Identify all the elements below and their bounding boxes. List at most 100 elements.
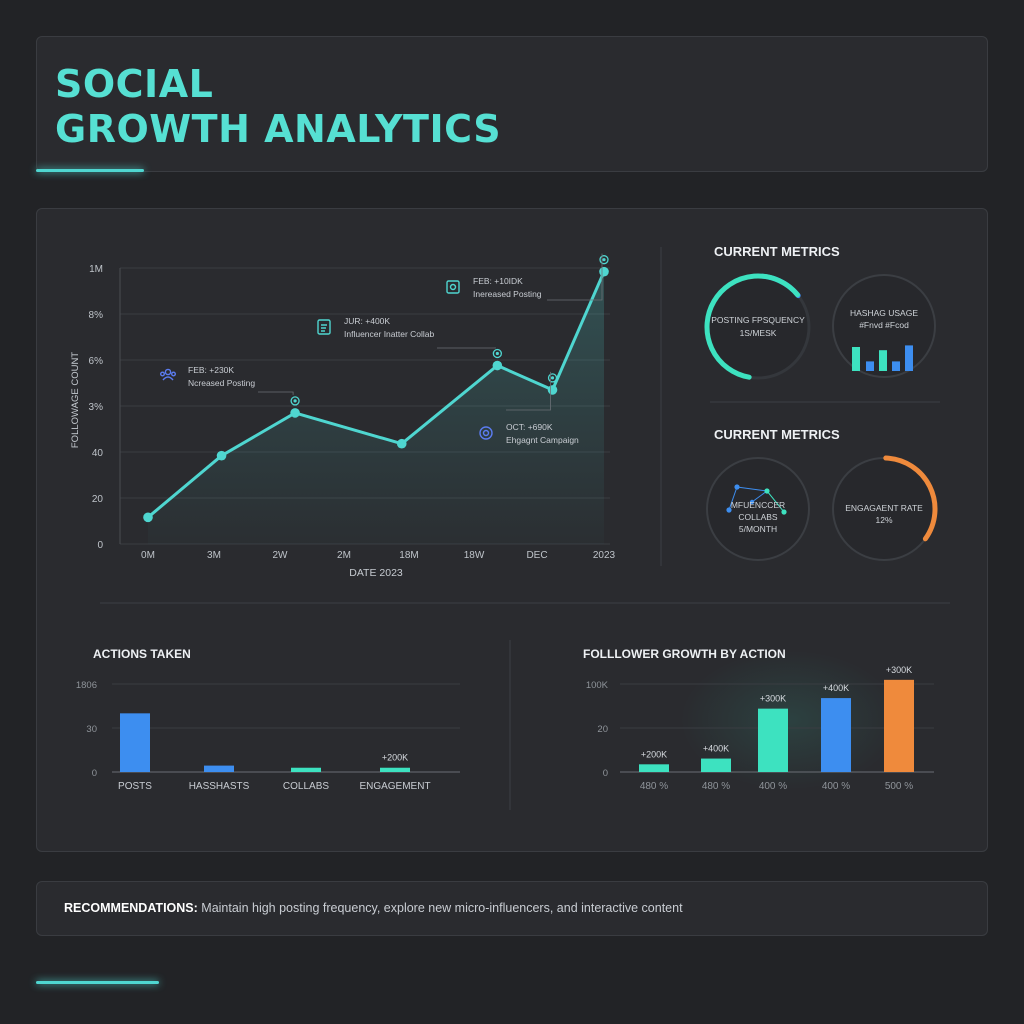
follower-line-chart: 0 20 40 3% 6% 8% 1M 0M 3M 2W 2M 18M 18W DEC 2023 DATE 2… [70, 253, 616, 579]
bar-chart-bar [701, 758, 731, 772]
line-chart-annotation-text: Inereased Posting [473, 289, 542, 299]
bar-chart-category: 480 % [640, 781, 668, 792]
line-chart-x-tick: 2023 [593, 550, 616, 561]
hashtag-mini-bar [892, 361, 900, 371]
bar-chart-category: 500 % [885, 781, 913, 792]
bar-chart-data-label: +400K [703, 744, 729, 754]
bar-chart-y-tick: 0 [603, 768, 608, 779]
bar-chart-category: COLLABS [283, 781, 329, 792]
line-chart-annotation-title: FEB: +10IDK [473, 276, 523, 286]
engagement-rate-gauge: ENGAGAENT RATE 12% [832, 455, 938, 561]
bar-chart-y-tick: 30 [86, 724, 97, 735]
growth-bar-chart: 0 20 100K 480 % +200K 480 % +400K 400 % +300K 400… [586, 665, 934, 792]
line-chart-y-tick: 6% [89, 356, 104, 367]
actions-bar-chart: 0 30 1806 POSTS HASSHASTS COLLABS ENGAGEMENT +2… [76, 680, 460, 792]
line-chart-y-tick: 8% [89, 310, 104, 321]
line-chart-x-label: DATE 2023 [349, 567, 403, 579]
hashtag-mini-bar [905, 345, 913, 371]
target-icon [479, 426, 493, 440]
actions-chart-title: ACTIONS TAKEN [93, 647, 191, 661]
engagement-value: 12% [875, 515, 892, 525]
bar-chart-data-label: +200K [641, 749, 667, 759]
recommendations-label: RECOMMENDATIONS: [64, 901, 198, 915]
line-chart-point [216, 450, 227, 461]
line-chart-x-tick: 18M [399, 550, 418, 561]
influencer-gauge-ring [706, 457, 810, 561]
line-chart-y-label: FOLLOWAGE COUNT [70, 352, 81, 448]
line-chart-x-tick: 2W [273, 550, 289, 561]
influencer-label: MFUENCCER [731, 500, 785, 510]
bar-chart-bar [120, 713, 150, 772]
line-chart-y-tick: 1M [89, 264, 103, 275]
line-chart-annotation-text: Ncreased Posting [188, 378, 255, 388]
line-chart-annotation-text: Influencer Inatter Collab [344, 329, 435, 339]
bar-chart-bar [758, 708, 788, 772]
line-chart-annotation-text: Ehgagnt Campaign [506, 435, 579, 445]
bar-chart-bar [821, 698, 851, 772]
line-chart-x-tick: 0M [141, 550, 155, 561]
hashtag-mini-bar [852, 347, 860, 371]
line-chart-annotation-title: JUR: +400K [344, 316, 390, 326]
line-chart-annotation-title: OCT: +690K [506, 422, 553, 432]
line-chart-y-tick: 3% [89, 402, 104, 413]
posting-label: POSTING FPSQUENCY [711, 315, 805, 325]
line-chart-y-tick: 40 [92, 448, 104, 459]
metrics-heading-bottom: CURRENT METRICS [714, 427, 840, 442]
posting-frequency-gauge: POSTING FPSQUENCY 1S/MESK [704, 273, 811, 380]
bar-chart-category: HASSHASTS [189, 781, 250, 792]
person-group-icon [159, 368, 176, 381]
line-chart-marker-glyph-dot [550, 376, 555, 380]
bar-chart-bar [884, 679, 914, 772]
line-chart-point [143, 512, 153, 523]
posting-gauge-arc-teal [704, 273, 801, 380]
title-line-2: GROWTH ANALYTICS [55, 107, 502, 151]
bar-chart-bar [291, 767, 321, 772]
network-icon [726, 484, 787, 515]
header-panel [36, 36, 988, 172]
header-accent-line [36, 169, 144, 172]
line-chart-x-tick: 3M [207, 550, 221, 561]
page-title: SOCIAL GROWTH ANALYTICS [55, 62, 501, 152]
bar-chart-y-tick: 20 [597, 724, 608, 735]
bar-chart-category: 400 % [822, 781, 850, 792]
line-chart-point [547, 385, 558, 395]
line-chart-y-tick: 20 [92, 494, 104, 505]
line-chart-point [599, 266, 609, 277]
line-chart-annotation-leader [258, 391, 294, 395]
line-chart-marker-glyph [290, 396, 300, 406]
line-chart-x-tick: 18W [464, 550, 485, 561]
line-chart-x-tick: DEC [526, 550, 547, 561]
document-icon [317, 319, 331, 335]
line-chart-point [396, 438, 407, 449]
influencer-value: 5/MONTH [739, 524, 777, 534]
influencer-label-2: COLLABS [738, 512, 778, 522]
engagement-gauge-arc [883, 455, 938, 542]
line-chart-marker-glyph-dot [602, 258, 606, 262]
growth-chart-title: FOLLLOWER GROWTH BY ACTION [583, 647, 786, 661]
bar-chart-data-label: +300K [760, 694, 786, 704]
hashtag-label: HASHAG USAGE [850, 308, 918, 318]
line-chart-point [492, 360, 503, 371]
line-chart-annotation-leader [547, 253, 603, 301]
line-chart-marker-glyph-dot [293, 399, 297, 403]
image-icon [446, 280, 460, 294]
bar-chart-bar [380, 767, 410, 772]
line-chart-marker-glyph-dot [495, 351, 499, 356]
bar-chart-category: ENGAGEMENT [359, 781, 430, 792]
line-chart-marker-glyph [492, 348, 503, 359]
bar-chart-data-label: +200K [382, 753, 408, 763]
recommendations-text: Maintain high posting frequency, explore… [201, 901, 683, 915]
line-chart-marker-glyph [547, 373, 558, 383]
posting-value: 1S/MESK [740, 328, 777, 338]
line-chart-annotation-title: FEB: +230K [188, 365, 234, 375]
engagement-label: ENGAGAENT RATE [845, 503, 923, 513]
hashtag-mini-bars [852, 345, 913, 371]
bar-chart-data-label: +300K [886, 665, 912, 675]
hashtag-mini-bar [879, 350, 887, 371]
bar-chart-category: 400 % [759, 781, 787, 792]
hashtag-mini-bar [866, 361, 874, 371]
hashtag-usage-gauge: HASHAG USAGE #Fnvd #Fcod [832, 274, 936, 378]
bar-chart-bar [639, 764, 669, 772]
line-chart-annotation-leader [506, 371, 551, 411]
influencer-collabs-gauge: MFUENCCER COLLABS 5/MONTH [706, 457, 810, 561]
